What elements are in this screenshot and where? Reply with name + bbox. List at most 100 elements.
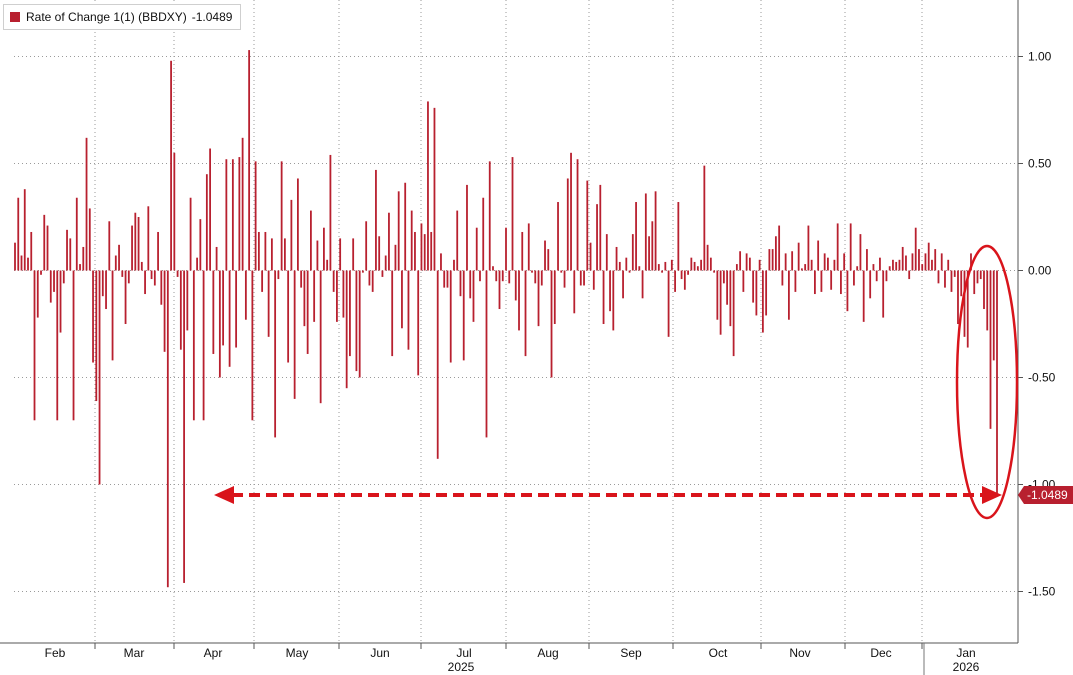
- bar: [420, 223, 423, 271]
- bar: [404, 182, 407, 271]
- bar: [355, 270, 358, 372]
- bar: [287, 270, 290, 363]
- bar: [716, 270, 719, 320]
- bar: [550, 270, 553, 378]
- bar: [114, 255, 117, 271]
- bar: [732, 270, 735, 357]
- bar: [469, 270, 472, 299]
- bar: [137, 217, 140, 271]
- bar: [745, 253, 748, 271]
- bar: [921, 264, 924, 271]
- bar: [449, 270, 452, 363]
- bar: [316, 240, 319, 271]
- bar: [957, 270, 959, 324]
- bar: [677, 202, 680, 271]
- bar: [127, 270, 130, 284]
- bar: [592, 270, 595, 290]
- bar: [683, 270, 686, 290]
- bar: [950, 270, 953, 292]
- bar: [248, 50, 251, 271]
- bar: [342, 270, 345, 318]
- bar: [674, 270, 676, 292]
- bar: [547, 249, 550, 271]
- bar: [40, 270, 42, 275]
- last-value-label: -1.0489: [1027, 488, 1068, 502]
- bar: [853, 270, 855, 286]
- bar: [911, 253, 914, 271]
- bar: [69, 238, 72, 271]
- bar: [739, 251, 742, 271]
- bar: [23, 189, 26, 271]
- bar: [388, 212, 390, 271]
- bar: [631, 234, 634, 271]
- bar: [170, 60, 172, 271]
- bar: [257, 231, 260, 271]
- bar: [973, 270, 976, 295]
- bar: [310, 210, 312, 271]
- bar: [205, 174, 208, 271]
- bar: [293, 270, 296, 399]
- bar: [280, 161, 283, 271]
- bar: [784, 253, 787, 271]
- bar: [540, 270, 543, 286]
- bar: [524, 270, 527, 357]
- bar: [895, 261, 898, 271]
- bar: [261, 270, 264, 292]
- x-month-label: Jul: [456, 646, 471, 660]
- bar: [771, 249, 774, 271]
- bar: [979, 270, 982, 280]
- bar: [836, 223, 839, 271]
- legend: Rate of Change 1(1) (BBDXY) -1.0489: [3, 4, 242, 30]
- bar: [918, 249, 920, 271]
- bar: [840, 270, 842, 295]
- bar: [134, 212, 137, 271]
- arrow-head-left: [214, 485, 234, 504]
- bar: [199, 219, 202, 271]
- bar: [212, 270, 215, 354]
- bar: [849, 223, 852, 271]
- bar: [843, 253, 846, 271]
- bar: [33, 270, 36, 421]
- bar: [518, 270, 520, 331]
- bar: [157, 231, 159, 271]
- highlight-ellipse: [955, 244, 1019, 520]
- bar: [166, 270, 169, 588]
- bar: [225, 159, 228, 271]
- bar: [43, 214, 46, 271]
- bar: [680, 270, 683, 280]
- bar: [937, 270, 940, 284]
- bar: [703, 165, 706, 271]
- bar: [144, 270, 146, 295]
- bar: [88, 208, 91, 271]
- bar: [290, 199, 293, 271]
- x-month-label: Feb: [45, 646, 66, 660]
- bar: [95, 270, 98, 402]
- bar: [602, 270, 605, 324]
- bar: [105, 270, 107, 310]
- x-month-label: Oct: [709, 646, 728, 660]
- bar: [267, 270, 270, 337]
- bar: [326, 259, 329, 271]
- bar: [823, 253, 826, 271]
- bar: [719, 270, 722, 335]
- bar: [85, 137, 88, 271]
- bar: [140, 261, 143, 271]
- bar: [20, 255, 23, 271]
- bar: [352, 238, 355, 271]
- bar: [641, 270, 644, 299]
- bar: [661, 270, 663, 273]
- bar: [501, 270, 504, 282]
- bar: [303, 270, 306, 327]
- bar: [709, 257, 712, 271]
- bar: [583, 270, 585, 286]
- bar: [401, 270, 403, 329]
- bar: [49, 270, 52, 303]
- bar: [36, 270, 39, 318]
- bar: [804, 264, 807, 271]
- bar: [59, 270, 62, 333]
- bar: [482, 197, 485, 271]
- bar: [228, 270, 231, 367]
- bar: [560, 270, 563, 273]
- bar: [817, 240, 820, 271]
- bar: [778, 225, 781, 271]
